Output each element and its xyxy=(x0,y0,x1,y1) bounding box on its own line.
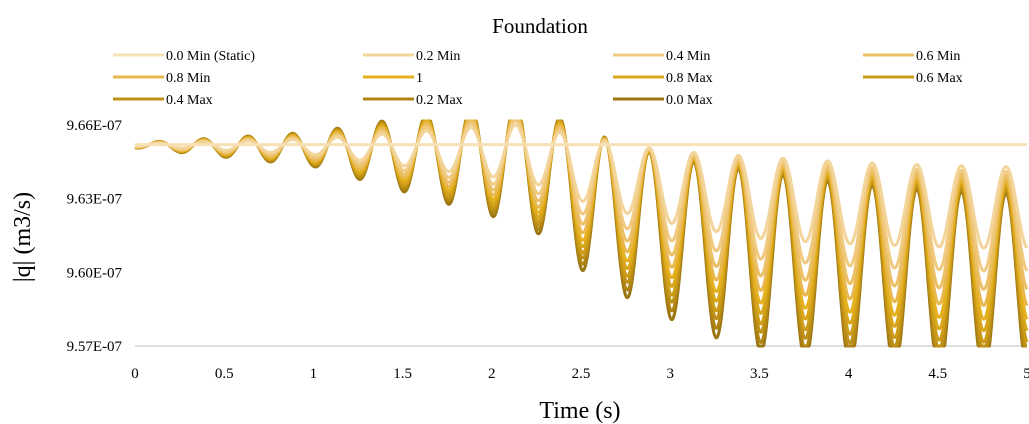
legend-label: 0.2 Min xyxy=(416,49,460,64)
legend-label: 0.6 Max xyxy=(916,71,963,86)
x-tick-label: 4 xyxy=(845,366,853,382)
x-tick-label: 3 xyxy=(666,366,674,382)
x-tick-label: 0 xyxy=(131,366,139,382)
legend-label: 0.4 Min xyxy=(666,49,710,64)
legend-item: 0.4 Min xyxy=(613,49,710,64)
legend-item: 1 xyxy=(363,71,423,86)
legend-item: 0.8 Max xyxy=(613,71,713,86)
legend-item: 0.6 Max xyxy=(863,71,963,86)
chart-title: Foundation xyxy=(492,14,588,38)
y-tick-label: 9.57E-07 xyxy=(67,339,123,355)
legend-label: 0.0 Min (Static) xyxy=(166,49,255,64)
plot-area xyxy=(134,119,1029,348)
y-tick-label: 9.63E-07 xyxy=(67,192,123,208)
legend-item: 0.0 Min (Static) xyxy=(113,49,255,64)
legend-label: 1 xyxy=(416,71,423,86)
legend-label: 0.6 Min xyxy=(916,49,960,64)
legend-label: 0.4 Max xyxy=(166,93,213,108)
y-tick-label: 9.60E-07 xyxy=(67,265,123,281)
x-tick-label: 2 xyxy=(488,366,496,382)
y-tick-label: 9.66E-07 xyxy=(67,118,123,134)
legend-label: 0.8 Max xyxy=(666,71,713,86)
x-tick-label: 3.5 xyxy=(750,366,769,382)
x-axis-label: Time (s) xyxy=(539,398,620,424)
legend-item: 0.2 Min xyxy=(363,49,460,64)
y-axis-label: |q| (m3/s) xyxy=(10,192,36,282)
legend-label: 0.0 Max xyxy=(666,93,713,108)
legend-item: 0.6 Min xyxy=(863,49,960,64)
legend-label: 0.8 Min xyxy=(166,71,210,86)
x-axis-ticks: 0 0.5 1 1.5 2 2.5 3 3.5 4 4.5 5 xyxy=(131,366,1029,382)
x-tick-label: 1.5 xyxy=(393,366,412,382)
legend-item: 0.2 Max xyxy=(363,93,463,108)
legend-item: 0.4 Max xyxy=(113,93,213,108)
x-tick-label: 0.5 xyxy=(215,366,234,382)
x-tick-label: 2.5 xyxy=(572,366,591,382)
legend: 0.0 Min (Static) 0.2 Min 0.4 Min 0.6 Min 0.8… xyxy=(113,49,963,108)
x-tick-label: 5 xyxy=(1023,366,1029,382)
x-tick-label: 4.5 xyxy=(928,366,947,382)
x-tick-label: 1 xyxy=(310,366,318,382)
legend-label: 0.2 Max xyxy=(416,93,463,108)
y-axis-ticks: 9.66E-07 9.63E-07 9.60E-07 9.57E-07 xyxy=(67,118,123,355)
legend-item: 0.0 Max xyxy=(613,93,713,108)
legend-item: 0.8 Min xyxy=(113,71,210,86)
